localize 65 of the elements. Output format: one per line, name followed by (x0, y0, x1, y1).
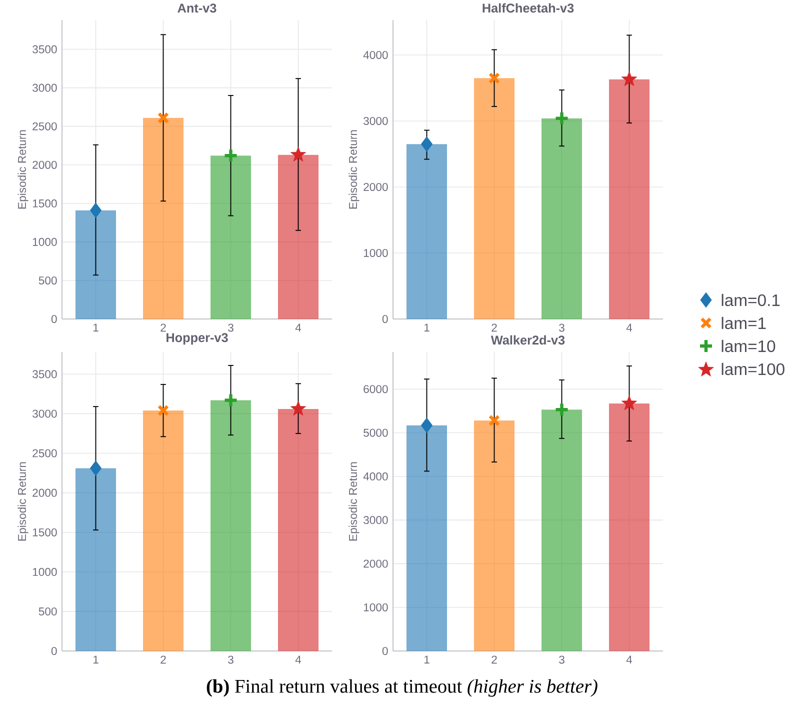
y-tick-label: 1000 (364, 603, 388, 612)
bar (474, 78, 515, 319)
y-tick-label: 2000 (32, 488, 57, 497)
y-tick-label: 2000 (32, 160, 57, 169)
y-tick-label: 0 (382, 314, 388, 324)
y-tick-label: 2500 (32, 449, 57, 458)
x-tick-label: 3 (559, 656, 564, 664)
y-axis-title: Episodic Return (18, 130, 28, 209)
y-tick-label: 2000 (364, 182, 388, 191)
y-tick-label: 1500 (32, 528, 57, 536)
y-tick-label: 4000 (363, 472, 388, 480)
y-tick-label: 5000 (364, 428, 388, 437)
x-tick-label: 1 (93, 324, 98, 332)
x-tick-label: 1 (93, 656, 98, 664)
chart-title: HalfCheetah-v3 (482, 3, 574, 13)
x-tick-label: 2 (160, 656, 166, 664)
y-tick-label: 0 (51, 314, 57, 324)
x-tick-label: 2 (492, 656, 497, 664)
chart-title: Walker2d-v3 (490, 335, 565, 345)
y-tick-label: 4000 (363, 50, 388, 59)
x-tick-label: 4 (295, 656, 302, 664)
legend-label: lam=0.1 (722, 294, 780, 306)
y-tick-label: 1000 (32, 568, 57, 576)
bar (542, 410, 582, 651)
x-tick-label: 1 (424, 324, 430, 332)
y-axis-title: Episodic Return (348, 130, 360, 209)
x-tick-label: 4 (626, 656, 632, 664)
bar (210, 400, 251, 651)
x-tick-label: 3 (228, 656, 234, 664)
y-tick-label: 3000 (32, 410, 57, 418)
y-tick-label: 3000 (364, 516, 388, 524)
x-tick-label: 4 (626, 324, 632, 332)
bar (143, 118, 184, 319)
y-tick-label: 3000 (364, 116, 388, 125)
y-tick-label: 1000 (32, 238, 57, 246)
x-tick-label: 4 (295, 324, 302, 332)
x-tick-label: 2 (492, 324, 497, 332)
x-tick-label: 2 (160, 324, 166, 332)
text: (b) Final return values at timeout (higher is better) (206, 679, 598, 697)
y-tick-label: 6000 (364, 385, 388, 394)
y-tick-label: 500 (38, 607, 57, 616)
legend-label: lam=10 (722, 340, 776, 352)
y-axis-title: Episodic Return (18, 462, 28, 541)
y-tick-label: 0 (51, 646, 57, 656)
y-tick-label: 1000 (364, 248, 388, 257)
y-tick-label: 0 (382, 646, 388, 656)
y-tick-label: 2500 (32, 122, 57, 130)
bar (143, 410, 184, 651)
bar (542, 118, 582, 319)
x-tick-label: 3 (228, 324, 234, 332)
y-tick-label: 3000 (32, 84, 57, 92)
y-tick-label: 1500 (32, 199, 57, 208)
legend-label: lam=100 (722, 362, 784, 376)
y-tick-label: 500 (38, 276, 57, 284)
bar (210, 156, 251, 319)
legend-label: lam=1 (722, 316, 766, 330)
chart-title: Hopper-v3 (166, 333, 228, 345)
bar (474, 420, 514, 651)
y-axis-title: Episodic Return (348, 462, 360, 541)
x-tick-label: 1 (424, 656, 430, 664)
y-tick-label: 3500 (32, 370, 57, 378)
y-tick-label: 3500 (32, 45, 57, 54)
chart-title: Ant-v3 (178, 4, 216, 13)
x-tick-label: 3 (559, 324, 564, 332)
y-tick-label: 2000 (364, 560, 388, 568)
